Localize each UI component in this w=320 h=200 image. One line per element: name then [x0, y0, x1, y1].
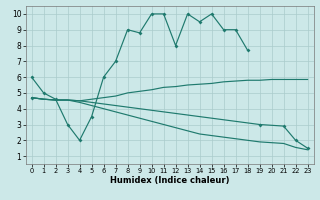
X-axis label: Humidex (Indice chaleur): Humidex (Indice chaleur): [110, 176, 229, 185]
